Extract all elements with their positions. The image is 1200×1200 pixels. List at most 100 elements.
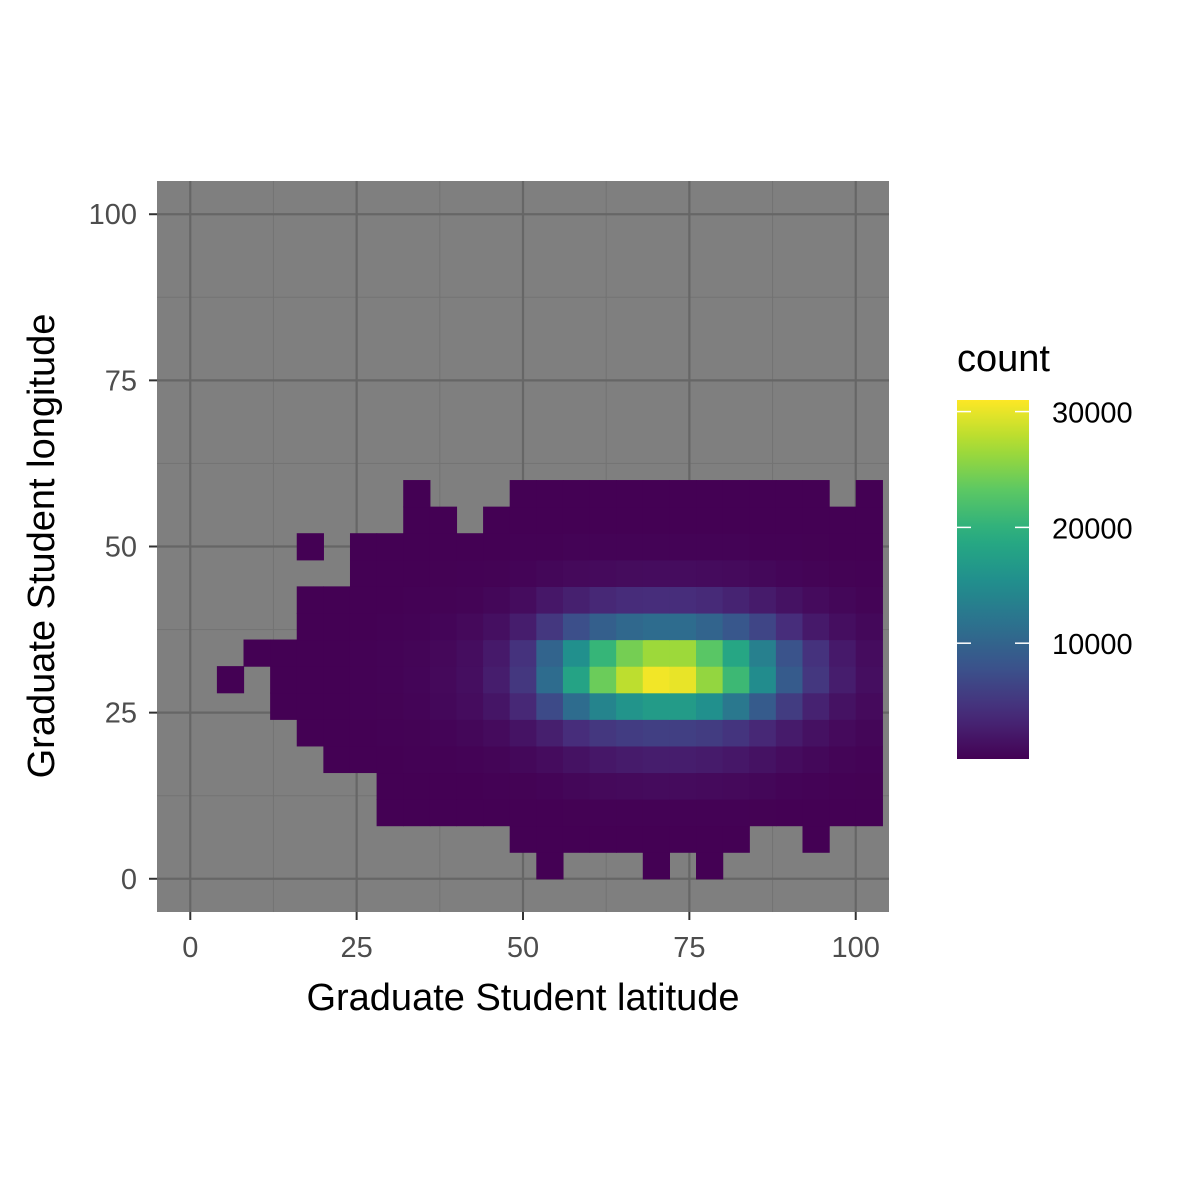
heatmap-tile: [349, 586, 378, 614]
heatmap-tile: [855, 506, 883, 534]
heatmap-tile: [323, 639, 351, 667]
heatmap-tile: [483, 745, 511, 774]
x-tick-label: 25: [341, 932, 373, 964]
y-axis-title: Graduate Student longitude: [21, 314, 63, 779]
heatmap-tile: [509, 612, 537, 641]
heatmap-tile: [589, 506, 617, 534]
heatmap-tile: [349, 639, 378, 667]
heatmap-tile: [749, 506, 777, 534]
heatmap-tile: [616, 533, 644, 561]
heatmap-tile: [403, 586, 431, 614]
heatmap-tile: [483, 612, 511, 641]
heatmap-tile: [403, 666, 431, 694]
heatmap-tile: [696, 480, 724, 508]
legend-label: 20000: [1052, 513, 1133, 545]
heatmap-tile: [403, 692, 431, 720]
heatmap-tile: [562, 799, 591, 827]
heatmap-tile: [696, 612, 724, 641]
heatmap-tile: [616, 745, 644, 774]
heatmap-tile: [589, 480, 617, 508]
heatmap-tile: [802, 533, 830, 561]
heatmap-tile: [509, 825, 537, 853]
heatmap-tile: [775, 612, 804, 641]
heatmap-tile: [722, 506, 750, 534]
heatmap-tile: [855, 799, 883, 827]
heatmap-tile: [562, 825, 591, 853]
heatmap-tile: [589, 639, 617, 667]
heatmap-tile: [775, 719, 804, 747]
heatmap-tile: [829, 799, 857, 827]
heatmap-tile: [536, 612, 564, 641]
heatmap-tile: [669, 586, 697, 614]
heatmap-tile: [829, 586, 857, 614]
heatmap-tile: [722, 639, 750, 667]
heatmap-tile: [403, 719, 431, 747]
heatmap-tile: [536, 639, 564, 667]
x-axis: 0 25 50 75 100: [182, 912, 880, 964]
heatmap-tile: [589, 586, 617, 614]
heatmap-tile: [669, 612, 697, 641]
legend-label: 10000: [1052, 629, 1133, 661]
heatmap-tile: [669, 799, 697, 827]
heatmap-tile: [562, 533, 591, 561]
heatmap-tile: [669, 559, 697, 587]
heatmap-tile: [722, 480, 750, 508]
heatmap-tile: [616, 639, 644, 667]
heatmap-tile: [855, 692, 883, 720]
heatmap-tile: [483, 533, 511, 561]
heatmap-tile: [509, 639, 537, 667]
heatmap-tile: [802, 692, 830, 720]
heatmap-tile: [722, 533, 750, 561]
heatmap-tile: [589, 533, 617, 561]
heatmap-tile: [696, 825, 724, 853]
heatmap-tile: [855, 745, 883, 774]
heatmap-tile: [562, 666, 591, 694]
heatmap-tile: [589, 825, 617, 853]
heatmap-tile: [855, 533, 883, 561]
heatmap-tile: [855, 719, 883, 747]
heatmap-tile: [642, 799, 670, 827]
heatmap-tile: [669, 772, 697, 800]
heatmap-tile: [403, 772, 431, 800]
heatmap-tile: [323, 692, 351, 720]
heatmap-tile: [669, 639, 697, 667]
heatmap-tile: [536, 719, 564, 747]
heatmap-tile: [296, 533, 324, 561]
heatmap-tile: [802, 559, 830, 587]
heatmap-tile: [669, 666, 697, 694]
heatmap-tile: [642, 612, 670, 641]
heatmap-tile: [456, 666, 484, 694]
heatmap-tile: [323, 666, 351, 694]
heatmap-tile: [696, 692, 724, 720]
legend-colorbar: [957, 400, 1029, 759]
heatmap-tile: [749, 586, 777, 614]
heatmap-tile: [616, 799, 644, 827]
heatmap-tile: [429, 772, 458, 800]
heatmap-tile: [749, 639, 777, 667]
heatmap-tile: [536, 799, 564, 827]
heatmap-tile: [562, 559, 591, 587]
heatmap-tile: [509, 533, 537, 561]
heatmap-tile: [429, 666, 458, 694]
heatmap-tile: [749, 612, 777, 641]
heatmap-tile: [829, 772, 857, 800]
heatmap-tile: [483, 506, 511, 534]
legend-label: 30000: [1052, 398, 1133, 430]
heatmap-tile: [855, 639, 883, 667]
heatmap-tile: [509, 692, 537, 720]
heatmap-tile: [403, 506, 431, 534]
heatmap-tile: [536, 506, 564, 534]
heatmap-tile: [483, 666, 511, 694]
heatmap-tile: [429, 559, 458, 587]
heatmap-tile: [616, 692, 644, 720]
heatmap-tile: [775, 666, 804, 694]
x-tick-label: 100: [832, 932, 880, 964]
heatmap-tile: [349, 745, 378, 774]
heatmap-tile: [376, 533, 404, 561]
heatmap-tile: [669, 745, 697, 774]
legend-ticks: 10000 20000 30000: [957, 398, 1133, 661]
heatmap-tile: [696, 852, 724, 880]
heatmap-tile: [536, 480, 564, 508]
heatmap-tile: [722, 799, 750, 827]
heatmap-tile: [376, 612, 404, 641]
